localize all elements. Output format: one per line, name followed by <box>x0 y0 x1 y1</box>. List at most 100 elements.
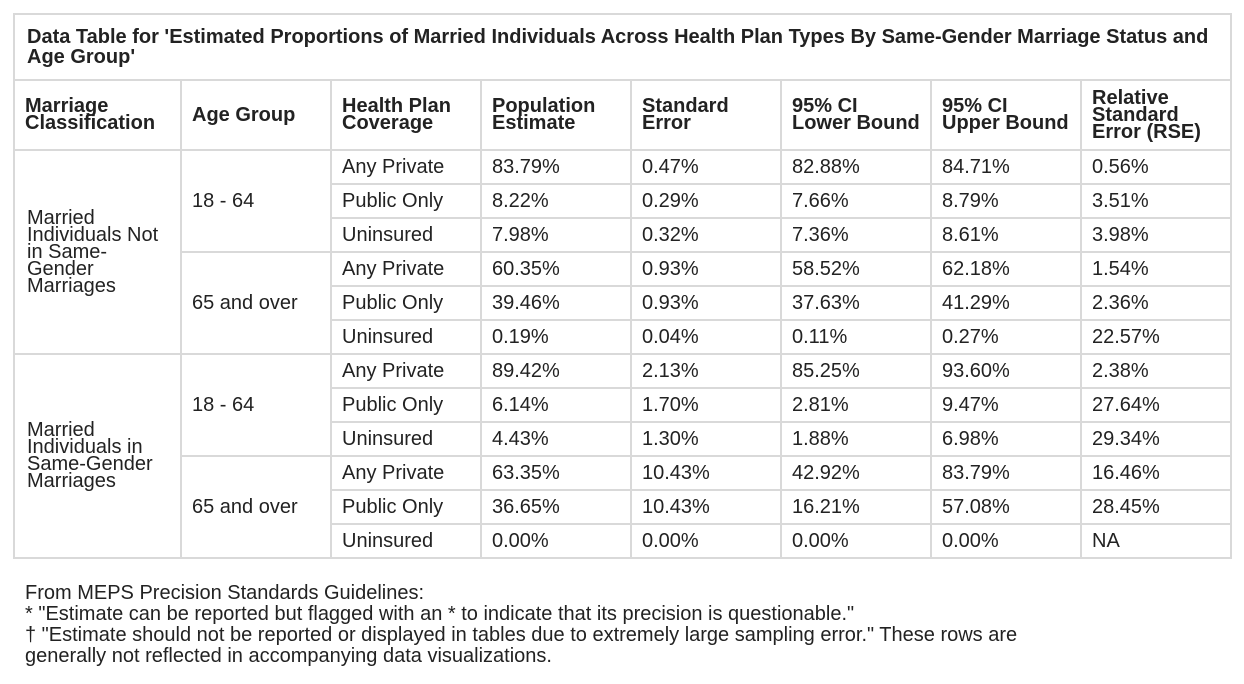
standard-error-cell: 1.30% <box>630 421 782 457</box>
estimate-cell: 63.35% <box>480 455 632 491</box>
table-row: Uninsured 4.43% 1.30% 1.88% 6.98% 29.34% <box>14 421 1232 457</box>
rse-cell: 3.98% <box>1080 217 1232 253</box>
standard-error-cell: 0.32% <box>630 217 782 253</box>
estimate-cell: 8.22% <box>480 183 632 219</box>
ci-upper-cell: 9.47% <box>930 387 1082 423</box>
ci-upper-cell: 0.27% <box>930 319 1082 355</box>
ci-upper-cell: 0.00% <box>930 523 1082 559</box>
coverage-cell: Any Private <box>330 455 482 491</box>
ci-upper-cell: 84.71% <box>930 149 1082 185</box>
marriage-classification-cell: Married Individuals in Same-Gender Marri… <box>13 353 182 559</box>
ci-lower-cell: 42.92% <box>780 455 932 491</box>
ci-upper-cell: 8.79% <box>930 183 1082 219</box>
estimate-cell: 89.42% <box>480 353 632 389</box>
coverage-cell: Public Only <box>330 285 482 321</box>
standard-error-cell: 10.43% <box>630 455 782 491</box>
header-standard-error: Standard Error <box>630 79 782 151</box>
header-ci-upper: 95% CI Upper Bound <box>930 79 1082 151</box>
ci-lower-cell: 1.88% <box>780 421 932 457</box>
footnote-dagger-line-2: generally not reflected in accompanying … <box>25 645 552 667</box>
standard-error-cell: 0.04% <box>630 319 782 355</box>
table-row: Public Only 6.14% 1.70% 2.81% 9.47% 27.64% <box>14 387 1232 423</box>
ci-lower-cell: 16.21% <box>780 489 932 525</box>
data-table-container: Data Table for 'Estimated Proportions of… <box>13 13 1232 559</box>
ci-lower-cell: 82.88% <box>780 149 932 185</box>
table-row: Married Individuals in Same-Gender Marri… <box>13 353 1232 559</box>
rse-cell: 27.64% <box>1080 387 1232 423</box>
age-group-cell: 65 and over <box>180 251 332 355</box>
ci-upper-cell: 41.29% <box>930 285 1082 321</box>
ci-lower-cell: 2.81% <box>780 387 932 423</box>
estimate-cell: 7.98% <box>480 217 632 253</box>
header-population-estimate: Population Estimate <box>480 79 632 151</box>
coverage-cell: Uninsured <box>330 523 482 559</box>
footnote-source: From MEPS Precision Standards Guidelines… <box>25 582 425 604</box>
coverage-cell: Public Only <box>330 387 482 423</box>
header-rse: Relative Standard Error (RSE) <box>1080 79 1232 151</box>
ci-upper-cell: 6.98% <box>930 421 1082 457</box>
ci-lower-cell: 37.63% <box>780 285 932 321</box>
header-ci-lower: 95% CI Lower Bound <box>780 79 932 151</box>
coverage-cell: Public Only <box>330 183 482 219</box>
estimate-cell: 0.00% <box>480 523 632 559</box>
standard-error-cell: 0.93% <box>630 251 782 287</box>
table-body: Married Individuals Not in Same-Gender M… <box>13 149 1232 559</box>
standard-error-cell: 10.43% <box>630 489 782 525</box>
rse-cell: 16.46% <box>1080 455 1232 491</box>
table-row: Public Only 36.65% 10.43% 16.21% 57.08% 28.45… <box>14 489 1232 525</box>
table-row: Uninsured 0.00% 0.00% 0.00% 0.00% NA <box>14 523 1232 559</box>
standard-error-cell: 1.70% <box>630 387 782 423</box>
rse-cell: 2.38% <box>1080 353 1232 389</box>
age-group-cell: 65 and over <box>180 455 332 559</box>
footnote-star: * "Estimate can be reported but flagged … <box>25 603 855 625</box>
estimate-cell: 0.19% <box>480 319 632 355</box>
coverage-cell: Uninsured <box>330 421 482 457</box>
ci-lower-cell: 58.52% <box>780 251 932 287</box>
estimate-cell: 83.79% <box>480 149 632 185</box>
rse-cell: 22.57% <box>1080 319 1232 355</box>
header-health-plan-coverage: Health Plan Coverage <box>330 79 482 151</box>
ci-lower-cell: 7.36% <box>780 217 932 253</box>
coverage-cell: Any Private <box>330 149 482 185</box>
standard-error-cell: 2.13% <box>630 353 782 389</box>
estimate-cell: 39.46% <box>480 285 632 321</box>
rse-cell: 1.54% <box>1080 251 1232 287</box>
data-table: Data Table for 'Estimated Proportions of… <box>13 13 1232 559</box>
standard-error-cell: 0.93% <box>630 285 782 321</box>
ci-upper-cell: 62.18% <box>930 251 1082 287</box>
table-row: Public Only 39.46% 0.93% 37.63% 41.29% 2.36% <box>14 285 1232 321</box>
estimate-cell: 6.14% <box>480 387 632 423</box>
ci-upper-cell: 93.60% <box>930 353 1082 389</box>
coverage-cell: Uninsured <box>330 217 482 253</box>
ci-upper-cell: 57.08% <box>930 489 1082 525</box>
ci-upper-cell: 83.79% <box>930 455 1082 491</box>
standard-error-cell: 0.00% <box>630 523 782 559</box>
coverage-cell: Public Only <box>330 489 482 525</box>
ci-upper-cell: 8.61% <box>930 217 1082 253</box>
rse-cell: 3.51% <box>1080 183 1232 219</box>
footnote-dagger-line-1: † "Estimate should not be reported or di… <box>25 624 1018 646</box>
estimate-cell: 4.43% <box>480 421 632 457</box>
table-row: 65 and over Any Private 63.35% 10.43% 42.92%… <box>14 455 1232 559</box>
estimate-cell: 36.65% <box>480 489 632 525</box>
ci-lower-cell: 0.00% <box>780 523 932 559</box>
age-group-cell: 18 - 64 <box>180 149 332 253</box>
ci-lower-cell: 7.66% <box>780 183 932 219</box>
table-row: 65 and over Any Private 60.35% 0.93% 58.52% 6… <box>14 251 1232 355</box>
standard-error-cell: 0.29% <box>630 183 782 219</box>
header-age-group: Age Group <box>180 79 332 151</box>
ci-lower-cell: 85.25% <box>780 353 932 389</box>
table-row: Uninsured 0.19% 0.04% 0.11% 0.27% 22.57% <box>14 319 1232 355</box>
header-marriage-classification: Marriage Classification <box>13 79 182 151</box>
table-row: Married Individuals Not in Same-Gender M… <box>13 149 1232 355</box>
table-row: Uninsured 7.98% 0.32% 7.36% 8.61% 3.98% <box>14 217 1232 253</box>
rse-cell: 28.45% <box>1080 489 1232 525</box>
table-title: Data Table for 'Estimated Proportions of… <box>13 13 1232 81</box>
coverage-cell: Any Private <box>330 353 482 389</box>
footnotes: From MEPS Precision Standards Guidelines… <box>25 583 1225 667</box>
ci-lower-cell: 0.11% <box>780 319 932 355</box>
rse-cell: 2.36% <box>1080 285 1232 321</box>
rse-cell: NA <box>1080 523 1232 559</box>
age-group-cell: 18 - 64 <box>180 353 332 457</box>
table-row: Public Only 8.22% 0.29% 7.66% 8.79% 3.51% <box>14 183 1232 219</box>
